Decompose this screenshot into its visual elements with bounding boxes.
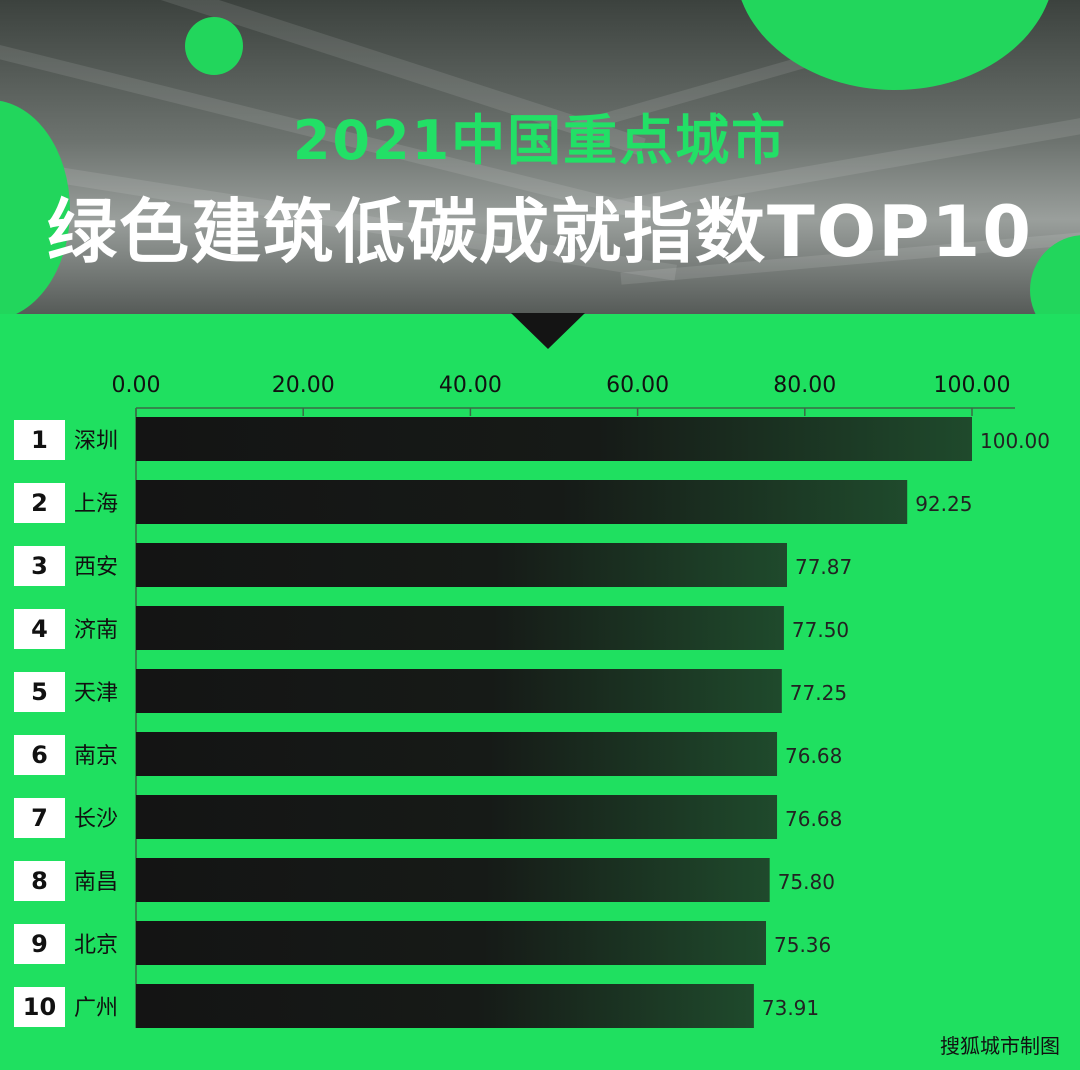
data-label: 77.25 [790, 681, 847, 705]
x-tick-label: 40.00 [439, 373, 502, 398]
category-label: 北京 [74, 933, 118, 958]
rank-label: 4 [31, 615, 48, 643]
bar [136, 669, 782, 713]
bar [136, 984, 754, 1028]
bar-row: 8 南昌 75.80 [14, 858, 835, 902]
bar-row: 10 广州 73.91 [14, 984, 819, 1028]
data-label: 76.68 [785, 807, 842, 831]
bar-row: 7 长沙 76.68 [14, 795, 842, 839]
data-label: 92.25 [915, 492, 972, 516]
rank-badge [14, 420, 65, 460]
rank-label: 2 [31, 489, 48, 517]
category-label: 西安 [74, 555, 118, 580]
data-label: 75.36 [774, 933, 831, 957]
rank-badge [14, 735, 65, 775]
bar-row: 9 北京 75.36 [14, 921, 831, 965]
rank-label: 3 [31, 552, 48, 580]
bar-row: 6 南京 76.68 [14, 732, 842, 776]
bar [136, 417, 972, 461]
rank-badge [14, 546, 65, 586]
source-credit: 搜狐城市制图 [940, 1034, 1060, 1058]
category-label: 广州 [74, 996, 118, 1021]
rank-badge [14, 924, 65, 964]
decor-circle-small [185, 17, 243, 75]
category-label: 济南 [74, 618, 118, 643]
bar [136, 606, 784, 650]
rank-label: 9 [31, 930, 48, 958]
down-arrow-icon [511, 313, 585, 349]
chart-title-line1: 2021中国重点城市 [292, 109, 788, 172]
rank-badge [14, 798, 65, 838]
x-tick-label: 100.00 [934, 373, 1011, 398]
data-label: 100.00 [980, 429, 1050, 453]
bar-row: 1 深圳 100.00 [14, 417, 1050, 461]
x-tick-label: 0.00 [112, 373, 161, 398]
rank-badge [14, 861, 65, 901]
bar [136, 732, 778, 776]
rank-label: 10 [23, 993, 56, 1021]
bar [136, 480, 908, 524]
category-label: 深圳 [74, 429, 118, 454]
rank-badge [14, 609, 65, 649]
rank-label: 7 [31, 804, 48, 832]
category-label: 长沙 [74, 807, 118, 832]
data-label: 75.80 [778, 870, 835, 894]
x-tick-label: 60.00 [606, 373, 669, 398]
bar [136, 795, 778, 839]
category-label: 南昌 [74, 870, 118, 895]
x-tick-label: 80.00 [773, 373, 836, 398]
data-label: 73.91 [762, 996, 819, 1020]
chart-title-line2: 绿色建筑低碳成就指数TOP10 [47, 191, 1033, 273]
bar-row: 5 天津 77.25 [14, 669, 847, 713]
rank-label: 6 [31, 741, 48, 769]
bar [136, 543, 787, 587]
x-tick-label: 20.00 [272, 373, 335, 398]
rank-badge [14, 483, 65, 523]
bar [136, 858, 770, 902]
rank-label: 5 [31, 678, 48, 706]
category-label: 上海 [74, 492, 118, 517]
bar-row: 3 西安 77.87 [14, 543, 852, 587]
rank-label: 1 [31, 426, 48, 454]
bar-row: 4 济南 77.50 [14, 606, 849, 650]
bar [136, 921, 767, 965]
category-label: 天津 [74, 681, 118, 706]
data-label: 77.50 [792, 618, 849, 642]
data-label: 76.68 [785, 744, 842, 768]
data-label: 77.87 [795, 555, 852, 579]
category-label: 南京 [74, 744, 118, 769]
rank-badge [14, 987, 65, 1027]
rank-badge [14, 672, 65, 712]
rank-label: 8 [31, 867, 48, 895]
header-banner: 2021中国重点城市 绿色建筑低碳成就指数TOP10 [0, 0, 1080, 314]
bar-row: 2 上海 92.25 [14, 480, 972, 524]
